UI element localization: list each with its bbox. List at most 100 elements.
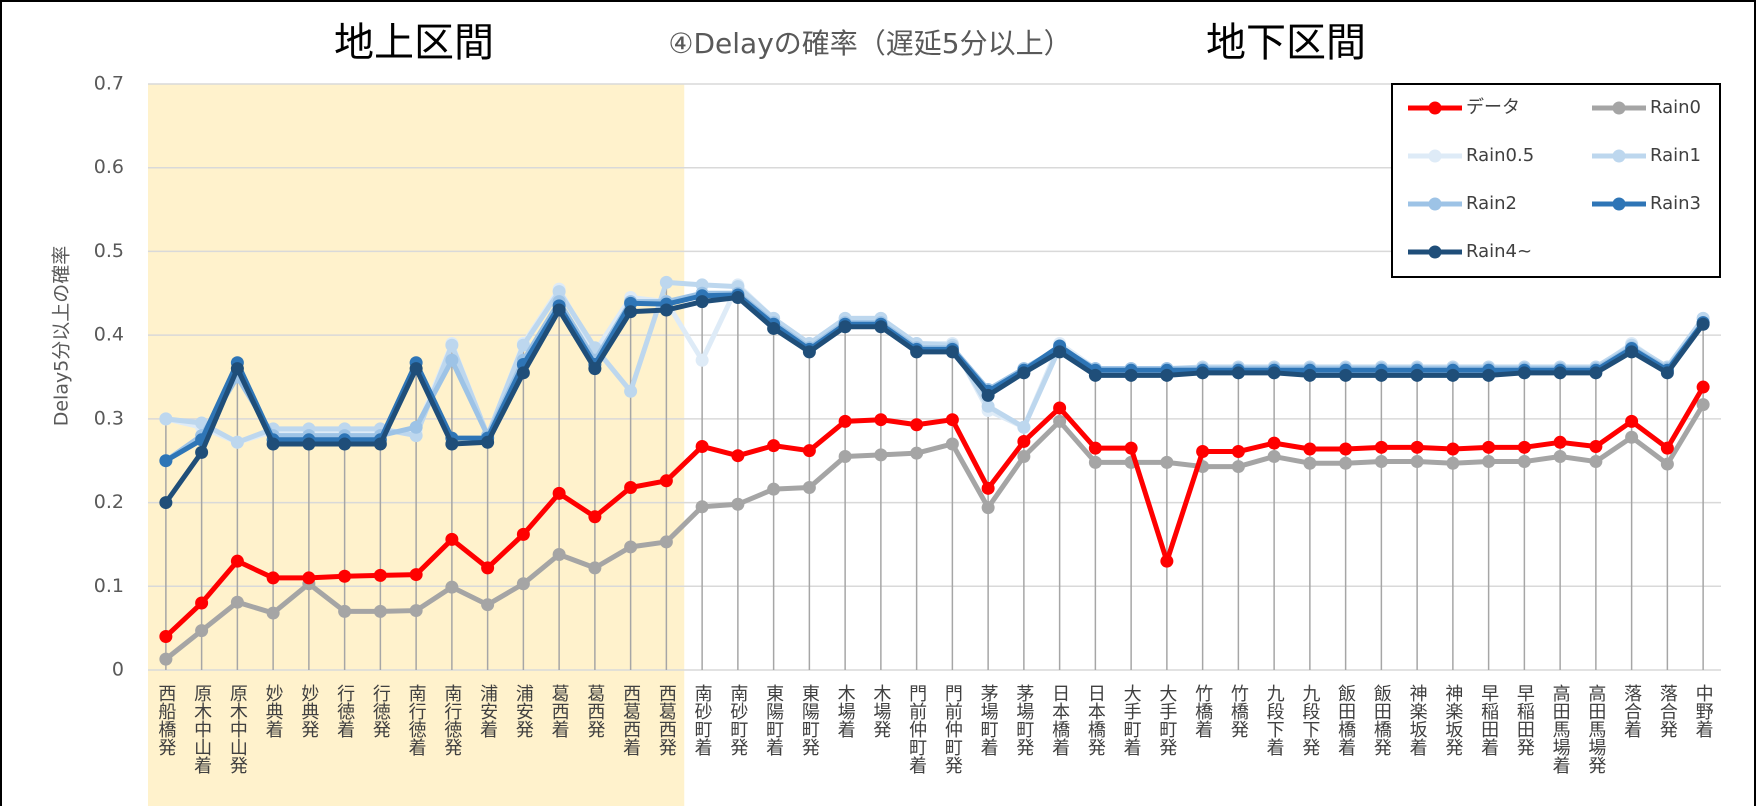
point [159, 412, 173, 426]
point [1446, 368, 1460, 382]
point [1446, 456, 1460, 470]
legend-marker [1612, 197, 1626, 211]
point [874, 448, 888, 462]
x-tick-label: 竹橋発 [1228, 684, 1249, 738]
x-tick-label: 竹橋着 [1192, 684, 1213, 738]
point [1660, 441, 1674, 455]
point [1410, 368, 1424, 382]
point [838, 414, 852, 428]
point [445, 338, 459, 352]
x-tick-label: 高田馬場着 [1550, 684, 1571, 774]
point [409, 362, 423, 376]
x-tick-label: 大手町発 [1156, 684, 1177, 756]
point [1625, 345, 1639, 359]
x-tick-label: 木場着 [835, 684, 856, 738]
point [838, 450, 852, 464]
legend-label: Rain2 [1466, 193, 1517, 214]
point [1196, 445, 1210, 459]
point [1517, 455, 1531, 469]
x-tick-label: 浦安着 [477, 684, 498, 738]
legend-marker [1612, 101, 1626, 115]
point [230, 595, 244, 609]
point [159, 454, 173, 468]
legend-label: Rain0 [1650, 97, 1701, 118]
x-tick-label: 茅場町着 [978, 684, 999, 756]
point [767, 439, 781, 453]
point [802, 481, 816, 495]
point [1017, 434, 1031, 448]
point [981, 399, 995, 413]
y-tick-label: 0 [112, 659, 124, 681]
x-tick-label: 妙典発 [298, 684, 319, 738]
x-tick-label: 東陽町発 [799, 684, 820, 756]
point [159, 496, 173, 510]
point [1374, 440, 1388, 454]
x-tick-label: 飯田橋着 [1335, 684, 1356, 756]
point [445, 532, 459, 546]
point [731, 290, 745, 304]
x-tick-label: 門前仲町着 [906, 684, 927, 774]
legend-box [1391, 83, 1721, 278]
x-tick-label: 神楽坂着 [1407, 684, 1428, 756]
point [1160, 554, 1174, 568]
point [659, 303, 673, 317]
legend-marker [1428, 101, 1442, 115]
x-tick-label: 落合着 [1621, 684, 1642, 738]
x-tick-label: 浦安発 [513, 684, 534, 738]
x-tick-label: 落合発 [1657, 684, 1678, 738]
point [910, 345, 924, 359]
x-tick-label: 西葛西着 [620, 684, 641, 756]
x-tick-label: 南行徳発 [441, 684, 462, 756]
x-tick-label: 葛西発 [584, 684, 605, 738]
point [874, 320, 888, 334]
point [838, 320, 852, 334]
point [266, 571, 280, 585]
x-tick-label: 行徳発 [370, 684, 391, 738]
point [1482, 455, 1496, 469]
point [802, 345, 816, 359]
point [516, 577, 530, 591]
point [159, 652, 173, 666]
point [981, 481, 995, 495]
legend-marker [1612, 149, 1626, 163]
point [695, 439, 709, 453]
x-tick-label: 早稲田発 [1514, 684, 1535, 756]
point [588, 561, 602, 575]
point [230, 435, 244, 449]
y-tick-label: 0.6 [94, 156, 124, 178]
y-tick-label: 0.1 [94, 575, 124, 597]
point [1160, 455, 1174, 469]
point [659, 535, 673, 549]
point [338, 604, 352, 618]
point [588, 510, 602, 524]
point [1589, 455, 1603, 469]
point [195, 624, 209, 638]
point [445, 353, 459, 367]
x-tick-label: 南砂町発 [727, 684, 748, 756]
point [266, 437, 280, 451]
point [1374, 368, 1388, 382]
point [624, 384, 638, 398]
point [624, 481, 638, 495]
point [910, 418, 924, 432]
point [516, 338, 530, 352]
legend-label: Rain3 [1650, 193, 1701, 214]
section-label: 地上区間 [334, 20, 494, 66]
x-tick-label: 木場発 [870, 684, 891, 738]
x-tick-label: 日本橋発 [1085, 684, 1106, 756]
point [874, 413, 888, 427]
point [1231, 445, 1245, 459]
point [1339, 442, 1353, 456]
point [659, 275, 673, 289]
y-tick-label: 0.5 [94, 240, 124, 262]
point [1088, 455, 1102, 469]
point [481, 598, 495, 612]
point [1053, 414, 1067, 428]
point [516, 366, 530, 380]
point [338, 437, 352, 451]
point [1303, 368, 1317, 382]
x-tick-label: 西船橋発 [155, 684, 176, 756]
legend-marker [1428, 197, 1442, 211]
point [1482, 368, 1496, 382]
